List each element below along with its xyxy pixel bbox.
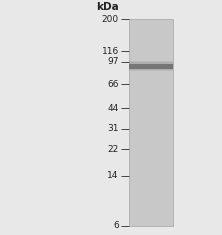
Text: 200: 200 <box>102 15 119 24</box>
Text: 31: 31 <box>107 124 119 133</box>
Bar <box>129 61 173 71</box>
Text: 14: 14 <box>107 171 119 180</box>
Bar <box>129 62 173 70</box>
Text: 44: 44 <box>107 104 119 113</box>
Text: 22: 22 <box>107 145 119 154</box>
Text: 6: 6 <box>113 221 119 230</box>
Bar <box>129 63 173 69</box>
Text: 66: 66 <box>107 80 119 89</box>
Bar <box>129 19 173 226</box>
Text: kDa: kDa <box>96 2 119 12</box>
Text: 116: 116 <box>101 47 119 56</box>
Text: 97: 97 <box>107 57 119 66</box>
